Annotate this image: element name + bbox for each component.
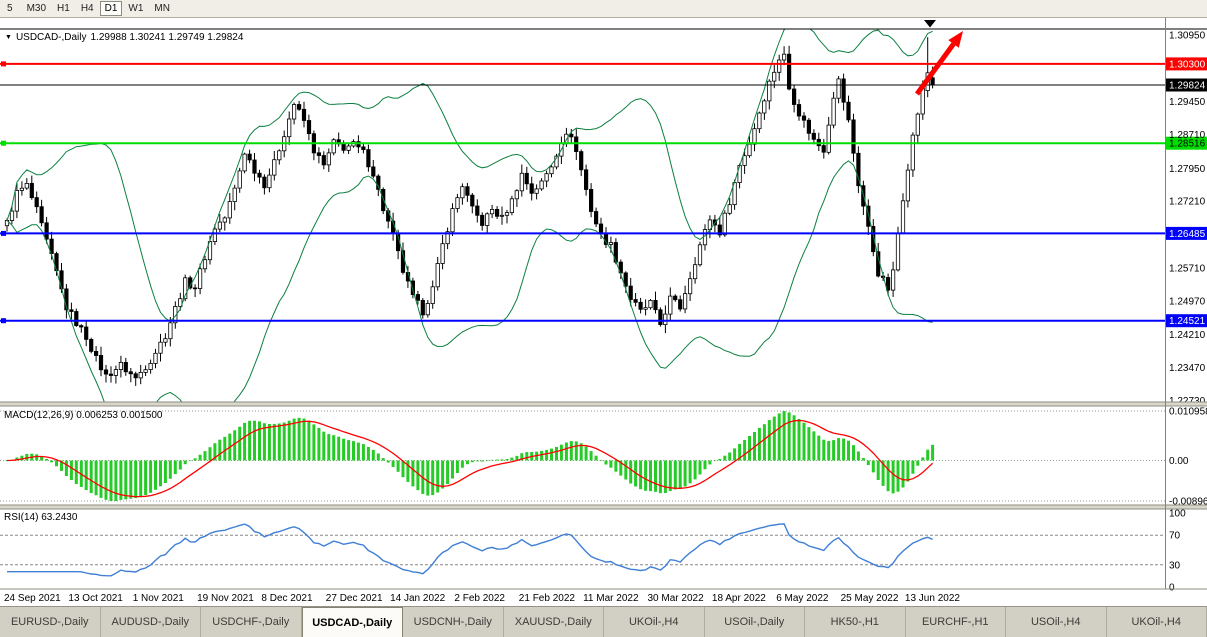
svg-text:11 Mar 2022: 11 Mar 2022 <box>583 593 639 604</box>
chart-symbol-header: ▼ USDCAD-,Daily 1.29988 1.30241 1.29749 … <box>5 32 243 43</box>
macd-histogram <box>5 411 935 501</box>
timeframe-button-5[interactable]: 5 <box>7 3 13 14</box>
svg-text:21 Feb 2022: 21 Feb 2022 <box>519 593 576 604</box>
svg-text:1.28710: 1.28710 <box>1169 130 1206 141</box>
svg-text:70: 70 <box>1169 531 1181 542</box>
chart-tab-usoildaily[interactable]: USOil-,Daily <box>704 607 805 637</box>
svg-text:0: 0 <box>1169 583 1175 594</box>
hline-support-line-3[interactable]: 1.24521 <box>0 314 1207 328</box>
line-handle[interactable] <box>1 61 6 67</box>
candles-layer <box>4 37 935 386</box>
chart-tab-usoilh4[interactable]: USOil-,H4 <box>1006 607 1107 637</box>
rsi-indicator-label: RSI(14) 63.2430 <box>4 512 78 523</box>
timeframe-button-d1[interactable]: D1 <box>99 1 123 16</box>
svg-text:30: 30 <box>1169 560 1181 571</box>
chart-tab-bar: EURUSD-,Daily AUDUSD-,Daily USDCHF-,Daily U… <box>0 606 1207 637</box>
svg-text:2 Feb 2022: 2 Feb 2022 <box>454 593 505 604</box>
macd-indicator-label: MACD(12,26,9) 0.006253 0.001500 <box>4 410 163 421</box>
svg-text:1.29824: 1.29824 <box>1169 81 1206 92</box>
svg-text:13 Jun 2022: 13 Jun 2022 <box>905 593 960 604</box>
panel-splitter-rsi[interactable] <box>0 504 1207 510</box>
svg-text:1.30950: 1.30950 <box>1169 31 1206 42</box>
timeframe-toolbar: 5 M30 H1 H4 D1 W1 MN <box>0 0 1207 18</box>
chart-tab-usdcaddaily[interactable]: USDCAD-,Daily <box>301 607 403 637</box>
timeframe-button-mn[interactable]: MN <box>154 3 170 14</box>
time-axis[interactable]: 24 Sep 2021 13 Oct 2021 1 Nov 2021 19 Nov 2… <box>4 593 960 604</box>
line-handle[interactable] <box>1 140 6 146</box>
chart-tab-eurusddaily[interactable]: EURUSD-,Daily <box>0 607 101 637</box>
macd-signal-line <box>6 419 934 498</box>
line-handle[interactable] <box>1 230 6 236</box>
svg-text:1 Nov 2021: 1 Nov 2021 <box>133 593 185 604</box>
price-axis[interactable]: 1.30950 1.29450 1.28710 1.27950 1.27210 1.257… <box>1169 31 1206 407</box>
hline-support-line-1[interactable]: 1.28516 <box>0 136 1207 150</box>
svg-text:8 Dec 2021: 8 Dec 2021 <box>261 593 313 604</box>
svg-text:1.23470: 1.23470 <box>1169 363 1206 374</box>
svg-text:14 Jan 2022: 14 Jan 2022 <box>390 593 445 604</box>
macd-panel: 0.010958 0.00 -0.00896 <box>0 407 1207 508</box>
svg-text:30 Mar 2022: 30 Mar 2022 <box>648 593 705 604</box>
rsi-panel: 100 70 30 0 <box>0 509 1186 594</box>
svg-text:1.29450: 1.29450 <box>1169 97 1206 108</box>
svg-text:1.27210: 1.27210 <box>1169 197 1206 208</box>
svg-text:1.25710: 1.25710 <box>1169 263 1206 274</box>
timeframe-button-h1[interactable]: H1 <box>57 3 70 14</box>
chart-tab-xauusddaily[interactable]: XAUUSD-,Daily <box>503 607 604 637</box>
hline-current-price-line[interactable]: 1.29824 <box>0 78 1207 92</box>
svg-text:18 Apr 2022: 18 Apr 2022 <box>712 593 766 604</box>
chart-tab-usdcnhdaily[interactable]: USDCNH-,Daily <box>403 607 504 637</box>
svg-text:13 Oct 2021: 13 Oct 2021 <box>68 593 123 604</box>
svg-text:0.010958: 0.010958 <box>1169 407 1207 418</box>
chart-tab-ukoilh4[interactable]: UKOil-,H4 <box>604 607 705 637</box>
hline-support-line-2[interactable]: 1.26485 <box>0 226 1207 240</box>
rsi-line <box>7 523 933 577</box>
svg-text:27 Dec 2021: 27 Dec 2021 <box>326 593 383 604</box>
svg-text:1.26485: 1.26485 <box>1169 229 1206 240</box>
svg-text:25 May 2022: 25 May 2022 <box>841 593 899 604</box>
svg-text:1.24521: 1.24521 <box>1169 316 1206 327</box>
svg-text:1.24970: 1.24970 <box>1169 296 1206 307</box>
chart-plot-area[interactable] <box>0 29 1165 402</box>
svg-text:1.27950: 1.27950 <box>1169 164 1206 175</box>
timeframe-button-w1[interactable]: W1 <box>128 3 144 14</box>
svg-text:19 Nov 2021: 19 Nov 2021 <box>197 593 254 604</box>
svg-text:1.24210: 1.24210 <box>1169 330 1206 341</box>
chart-tab-eurchfh1[interactable]: EURCHF-,H1 <box>905 607 1006 637</box>
timeframe-button-m30[interactable]: M30 <box>26 3 47 14</box>
chart-tab-audusddaily[interactable]: AUDUSD-,Daily <box>100 607 201 637</box>
svg-text:0.00: 0.00 <box>1169 456 1189 467</box>
line-handle[interactable] <box>1 318 6 324</box>
chart-tab-hk50h1[interactable]: HK50-,H1 <box>805 607 906 637</box>
bollinger-upper <box>6 29 933 322</box>
chart-window: 1.30300 1.29824 1.28516 1.26485 1.24521 1.309… <box>0 18 1207 606</box>
symbol-period-label: USDCAD-,Daily <box>15 32 87 43</box>
svg-text:1.28516: 1.28516 <box>1169 139 1206 150</box>
svg-text:6 May 2022: 6 May 2022 <box>776 593 829 604</box>
chart-tab-ukoilh4[interactable]: UKOil-,H4 <box>1106 607 1207 637</box>
svg-text:-0.00896: -0.00896 <box>1169 497 1207 508</box>
ohlc-values: 1.29988 1.30241 1.29749 1.29824 <box>90 32 244 43</box>
svg-text:100: 100 <box>1169 509 1186 520</box>
hline-resistance-line[interactable]: 1.30300 <box>0 57 1207 71</box>
chart-tab-usdchfdaily[interactable]: USDCHF-,Daily <box>201 607 302 637</box>
panel-splitter-macd[interactable] <box>0 401 1207 407</box>
svg-text:1.22730: 1.22730 <box>1169 396 1206 407</box>
svg-text:24 Sep 2021: 24 Sep 2021 <box>4 593 61 604</box>
collapse-triangle-icon[interactable]: ▼ <box>5 33 12 41</box>
timeframe-button-h4[interactable]: H4 <box>80 3 94 14</box>
down-triangle-marker[interactable] <box>924 20 936 28</box>
svg-text:1.30300: 1.30300 <box>1169 59 1206 70</box>
trend-arrow[interactable] <box>914 31 963 96</box>
